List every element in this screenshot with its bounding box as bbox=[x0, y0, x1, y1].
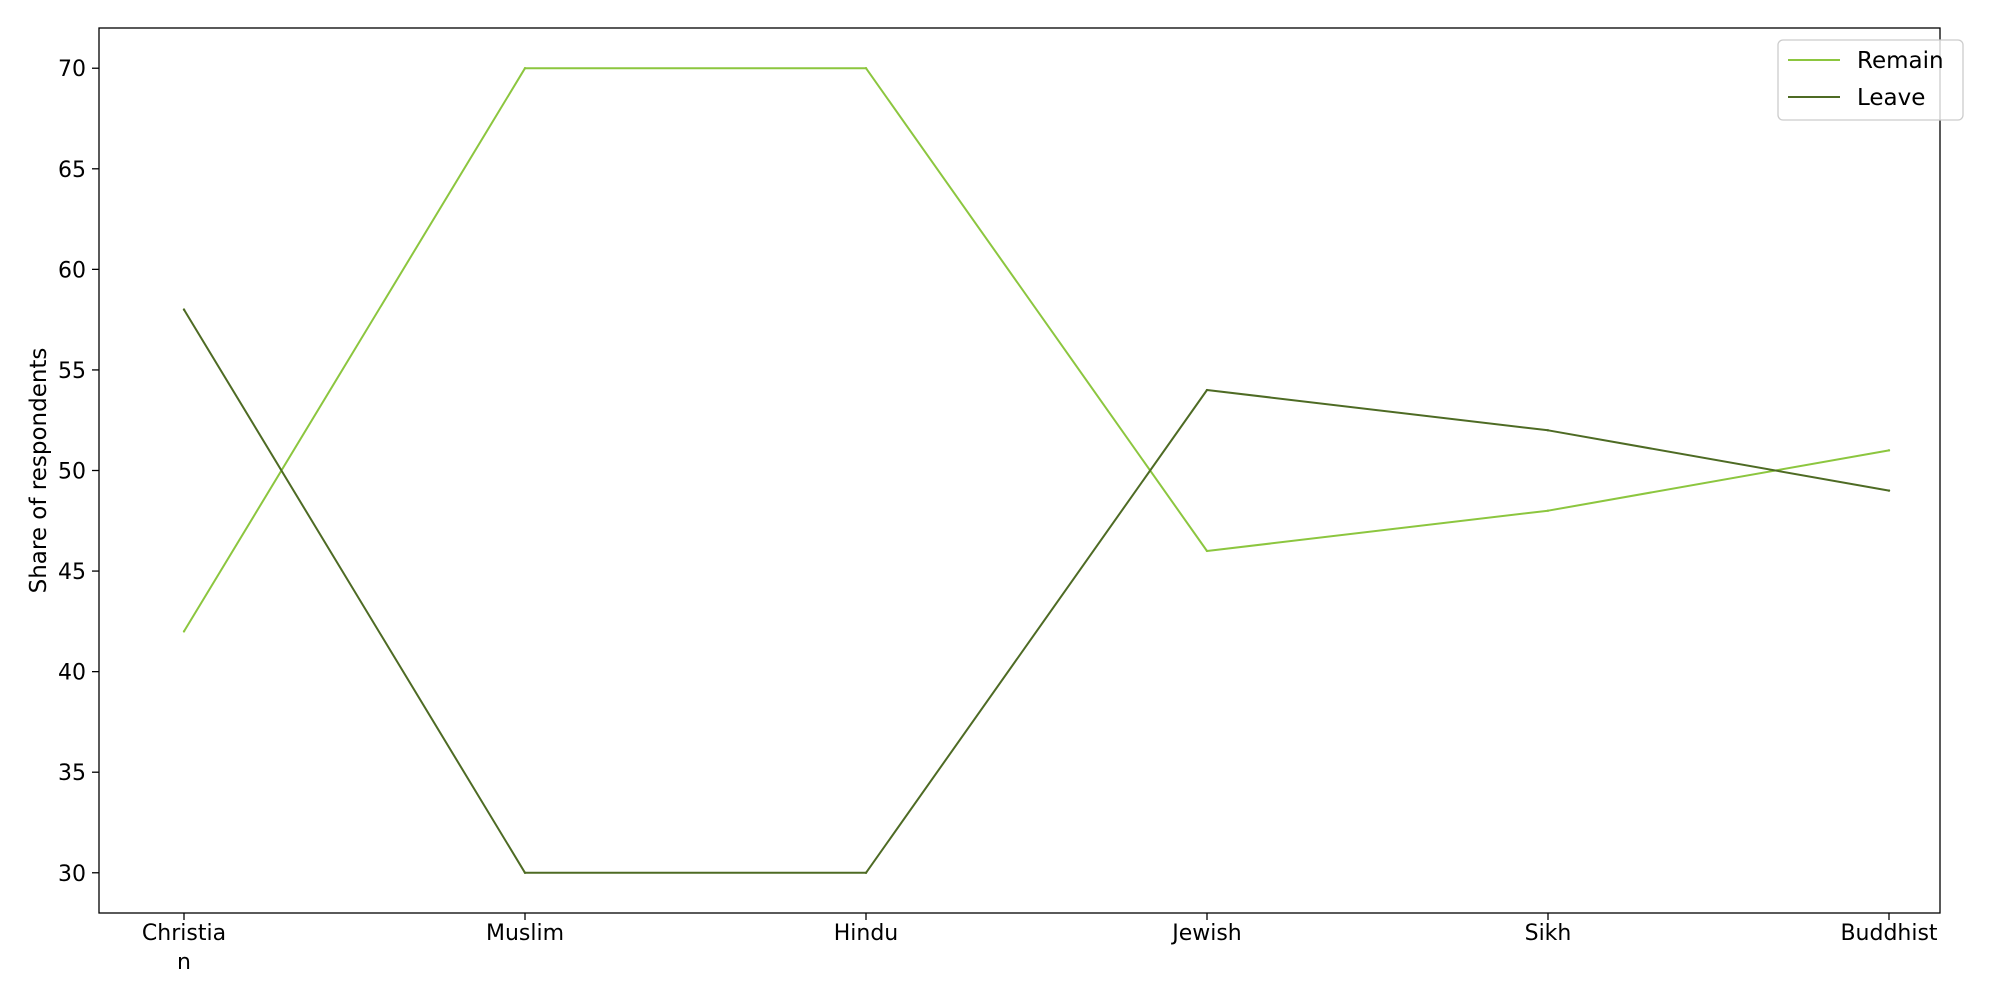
x-axis: Christia n Muslim Hindu Jewish Sikh Buddhist bbox=[142, 913, 1938, 975]
y-axis-label: Share of respondents bbox=[26, 348, 52, 594]
x-tick-label: Buddhist bbox=[1840, 921, 1937, 946]
y-tick-label: 50 bbox=[58, 460, 86, 485]
data-point-leave bbox=[1887, 489, 1891, 492]
y-tick-label: 30 bbox=[58, 862, 86, 887]
x-tick-label: Jewish bbox=[1170, 921, 1242, 946]
y-tick-label: 40 bbox=[58, 661, 86, 686]
data-point-remain bbox=[864, 67, 868, 70]
series-line-leave bbox=[183, 309, 1890, 874]
data-point-remain bbox=[1887, 449, 1891, 452]
series-line-remain bbox=[183, 67, 1890, 632]
legend-label-leave: Leave bbox=[1857, 85, 1925, 111]
data-point-leave bbox=[1205, 388, 1209, 392]
plot-area bbox=[182, 67, 1891, 874]
data-point-leave bbox=[1546, 429, 1550, 432]
y-axis: 30 35 40 45 50 55 60 65 70 bbox=[58, 57, 99, 887]
y-tick-label: 60 bbox=[58, 258, 86, 283]
y-tick-label: 70 bbox=[58, 57, 86, 82]
data-point-leave bbox=[523, 871, 527, 874]
y-tick-label: 65 bbox=[58, 158, 86, 183]
data-point-remain bbox=[182, 630, 186, 633]
y-tick-label: 35 bbox=[58, 761, 86, 786]
data-point-remain bbox=[1205, 549, 1209, 553]
data-point-leave bbox=[864, 871, 868, 874]
y-tick-label: 45 bbox=[58, 560, 86, 585]
x-tick-label: Hindu bbox=[834, 921, 899, 946]
y-tick-label: 55 bbox=[58, 359, 86, 384]
data-point-remain bbox=[523, 67, 527, 70]
data-point-remain bbox=[1546, 509, 1550, 512]
data-point-leave bbox=[182, 308, 186, 311]
x-tick-label: n bbox=[177, 950, 191, 975]
x-tick-label: Muslim bbox=[486, 921, 564, 946]
legend-label-remain: Remain bbox=[1857, 48, 1944, 74]
x-tick-label: Christia bbox=[142, 921, 226, 946]
x-tick-label: Sikh bbox=[1525, 921, 1572, 946]
legend: Remain Leave bbox=[1777, 39, 1964, 121]
